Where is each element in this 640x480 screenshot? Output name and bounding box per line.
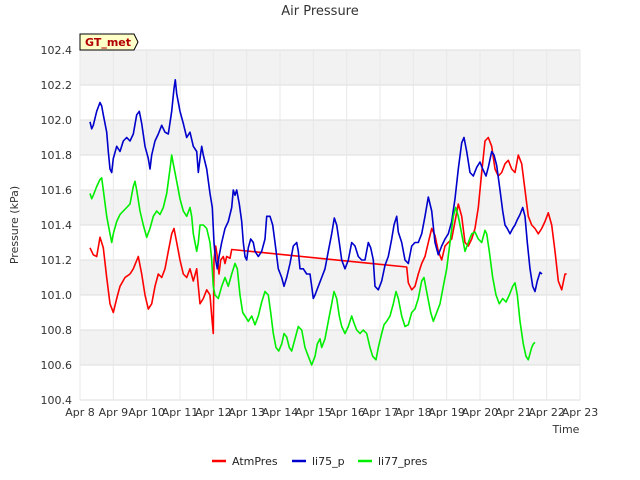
x-tick-label: Apr 10: [128, 406, 165, 419]
y-tick-label: 100.4: [41, 394, 73, 407]
y-tick-label: 100.6: [41, 359, 73, 372]
legend-label: li75_p: [312, 455, 345, 468]
y-tick-label: 101.8: [41, 149, 73, 162]
y-tick-label: 102.2: [41, 79, 73, 92]
x-tick-label: Apr 17: [362, 406, 399, 419]
plot-band: [80, 330, 580, 365]
x-axis-label: Time: [552, 423, 580, 436]
x-tick-label: Apr 19: [428, 406, 465, 419]
x-tick-label: Apr 11: [162, 406, 199, 419]
y-tick-label: 100.8: [41, 324, 73, 337]
x-tick-label: Apr 20: [462, 406, 499, 419]
legend-label: AtmPres: [232, 455, 278, 468]
badge-label: GT_met: [85, 36, 131, 49]
x-tick-label: Apr 8: [65, 406, 95, 419]
x-tick-label: Apr 14: [262, 406, 299, 419]
plot-band: [80, 120, 580, 155]
legend-label: li77_pres: [378, 455, 428, 468]
y-tick-label: 102.0: [41, 114, 73, 127]
plot-band: [80, 260, 580, 295]
legend-item-atmpres: AtmPres: [212, 455, 278, 468]
y-axis-label: Pressure (kPa): [8, 186, 21, 264]
series-line-li75_p: [89, 79, 543, 300]
x-tick-label: Apr 16: [328, 406, 365, 419]
x-tick-label: Apr 12: [195, 406, 232, 419]
gt-met-badge: GT_met: [79, 33, 139, 51]
x-tick-label: Apr 21: [495, 406, 532, 419]
x-tick-label: Apr 18: [395, 406, 432, 419]
plot-band: [80, 190, 580, 225]
legend-item-li77_pres: li77_pres: [358, 455, 428, 468]
series-lines: [89, 79, 567, 366]
y-tick-label: 101.6: [41, 184, 73, 197]
badge-shape: [79, 33, 139, 51]
y-tick-label: 101.4: [41, 219, 73, 232]
x-tick-label: Apr 13: [228, 406, 265, 419]
y-tick-label: 101.2: [41, 254, 73, 267]
x-tick-label: Apr 22: [528, 406, 565, 419]
x-tick-label: Apr 9: [99, 406, 129, 419]
series-line-li77_pres: [89, 154, 536, 366]
plot-band: [80, 50, 580, 85]
y-axis-ticks: 100.4 100.6 100.8 101.0 101.2 101.4 101.6 101.8…: [41, 44, 73, 407]
chart-title: Air Pressure: [281, 4, 359, 19]
legend-item-li75_p: li75_p: [292, 455, 345, 468]
series-line-atmpres: [89, 136, 567, 335]
legend: AtmPres li75_p li77_pres: [212, 455, 428, 468]
x-tick-label: Apr 15: [295, 406, 332, 419]
y-tick-label: 102.4: [41, 44, 73, 57]
x-tick-label: Apr 23: [562, 406, 599, 419]
y-tick-label: 101.0: [41, 289, 73, 302]
